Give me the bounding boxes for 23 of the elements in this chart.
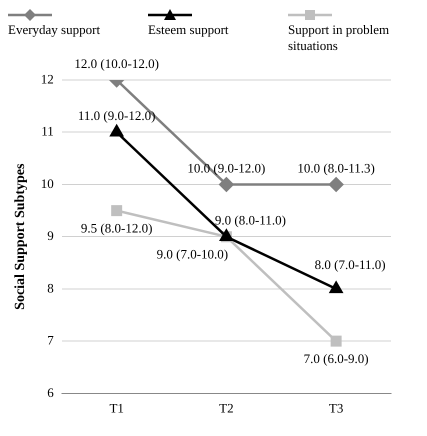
legend-label: Everyday support (8, 22, 102, 38)
y-tick-label: 6 (47, 384, 54, 400)
x-tick-label: T2 (219, 400, 234, 416)
y-tick-label: 12 (40, 71, 54, 86)
y-tick-label: 10 (40, 176, 54, 191)
data-label: 9.5 (8.0-12.0) (80, 220, 152, 236)
y-axis-title: Social Support Subtypes (13, 163, 28, 310)
data-label: 9.0 (7.0-10.0) (156, 246, 228, 262)
data-label: 10.0 (9.0-12.0) (187, 160, 266, 176)
data-label: 8.0 (7.0-11.0) (314, 256, 386, 272)
data-label: 12.0 (10.0-12.0) (74, 56, 159, 71)
data-label: 9.0 (8.0-11.0) (214, 212, 286, 228)
legend-label: Esteem support (148, 22, 230, 38)
x-tick-label: T1 (109, 400, 124, 416)
y-tick-label: 7 (47, 332, 54, 348)
y-tick-label: 11 (41, 124, 54, 139)
x-tick-label: T3 (328, 400, 344, 416)
data-label: 11.0 (9.0-12.0) (78, 108, 156, 124)
y-tick-label: 9 (47, 228, 54, 244)
legend-label: Support in problem situations (288, 22, 390, 54)
y-tick-label: 8 (47, 280, 54, 296)
data-label: 7.0 (6.0-9.0) (304, 351, 369, 366)
data-label: 10.0 (8.0-11.3) (297, 160, 375, 176)
